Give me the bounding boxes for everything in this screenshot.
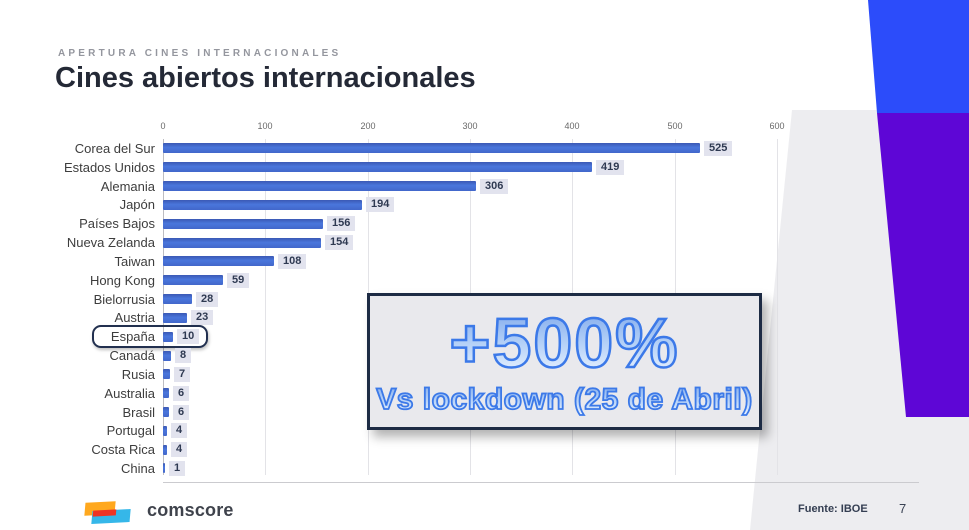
x-axis-line xyxy=(163,482,919,483)
bar-value-label: 156 xyxy=(327,216,356,232)
chart-row: Canadá 8 xyxy=(56,346,936,365)
category-label: Hong Kong xyxy=(89,272,155,288)
bar-value-label: 108 xyxy=(278,253,307,269)
bar xyxy=(163,256,274,267)
slide-eyebrow: APERTURA CINES INTERNACIONALES xyxy=(58,48,342,59)
callout-headline: +500% xyxy=(448,303,680,382)
page-title: Cines abiertos internacionales xyxy=(55,62,476,94)
category-label: Taiwan xyxy=(114,253,155,269)
bar-value-label: 7 xyxy=(174,366,191,382)
chart-row: Costa Rica 4 xyxy=(56,440,936,459)
category-label: Canadá xyxy=(109,348,155,364)
bar xyxy=(163,425,167,436)
chart-row: Portugal 4 xyxy=(56,421,936,440)
chart-row: España 10 xyxy=(56,325,936,348)
bar-value-label: 306 xyxy=(480,178,509,194)
bar xyxy=(163,143,700,154)
chart-row: Australia 6 xyxy=(56,384,936,403)
bar xyxy=(163,407,169,417)
x-tick-label: 100 xyxy=(257,121,273,131)
category-label: Países Bajos xyxy=(79,216,155,232)
bar xyxy=(163,294,192,305)
category-label: Rusia xyxy=(121,366,155,382)
bar xyxy=(163,331,173,342)
bar-value-label: 10 xyxy=(177,329,200,345)
bar-value-label: 194 xyxy=(366,197,395,213)
bar-value-label: 6 xyxy=(173,404,190,420)
bar xyxy=(163,312,187,323)
category-label: Corea del Sur xyxy=(74,140,155,156)
bar xyxy=(163,237,321,248)
x-tick-label: 600 xyxy=(769,121,785,131)
chart-row: Países Bajos 156 xyxy=(56,214,936,233)
gridline xyxy=(163,139,164,475)
category-label: Brasil xyxy=(122,404,155,420)
gridline xyxy=(265,139,266,475)
bar xyxy=(163,181,476,192)
x-tick-label: 500 xyxy=(667,121,683,131)
bar-value-label: 28 xyxy=(196,291,219,307)
bar xyxy=(163,275,223,286)
bar xyxy=(163,463,165,474)
bar xyxy=(163,369,170,380)
chart-row: Japón 194 xyxy=(56,195,936,214)
category-label: Estados Unidos xyxy=(63,159,155,175)
chart-row: Bielorrusia 28 xyxy=(56,290,936,309)
logo-red-shape xyxy=(92,509,117,517)
bar-value-label: 525 xyxy=(704,140,733,156)
bar xyxy=(163,444,167,455)
bar xyxy=(163,388,169,399)
bar xyxy=(163,199,362,210)
chart-row: Alemania 306 xyxy=(56,177,936,196)
bar-value-label: 4 xyxy=(171,423,188,439)
bar-value-label: 154 xyxy=(325,235,354,251)
category-label: Portugal xyxy=(106,423,155,439)
bar xyxy=(163,218,323,229)
bar-value-label: 6 xyxy=(173,385,190,401)
bar-value-label: 8 xyxy=(175,348,192,364)
x-tick-label: 200 xyxy=(360,121,376,131)
chart-row: China 1 xyxy=(56,459,936,478)
comscore-logo-icon xyxy=(84,501,133,524)
category-label: Costa Rica xyxy=(91,442,155,458)
bar-value-label: 419 xyxy=(596,159,625,175)
callout-box: +500% Vs lockdown (25 de Abril) xyxy=(367,293,762,430)
gridline xyxy=(777,139,778,475)
chart-row: Austria 23 xyxy=(56,308,936,327)
category-label: Australia xyxy=(104,385,155,401)
bar-value-label: 4 xyxy=(171,442,188,458)
chart-row: Rusia 7 xyxy=(56,365,936,384)
category-label: Austria xyxy=(114,310,155,326)
category-label: China xyxy=(121,460,155,476)
chart-row: Brasil 6 xyxy=(56,403,936,422)
chart-row: Nueva Zelanda 154 xyxy=(56,233,936,252)
callout-subline: Vs lockdown (25 de Abril) xyxy=(375,382,753,417)
comscore-wordmark: comscore xyxy=(147,500,234,520)
x-tick-label: 0 xyxy=(160,121,166,131)
bar-value-label: 23 xyxy=(191,310,214,326)
bar xyxy=(163,350,171,361)
category-label: Bielorrusia xyxy=(93,291,155,307)
chart-row: Estados Unidos 419 xyxy=(56,158,936,177)
category-label: Nueva Zelanda xyxy=(66,235,155,251)
category-label: España xyxy=(110,329,155,345)
x-tick-label: 400 xyxy=(564,121,580,131)
bar xyxy=(163,162,592,173)
bar-value-label: 1 xyxy=(169,460,186,476)
chart-row: Corea del Sur 525 xyxy=(56,139,936,158)
source-label: Fuente: IBOE xyxy=(798,503,868,515)
x-axis-ticks: 0 100 200 300 400 500 600 xyxy=(160,121,919,133)
category-label: Japón xyxy=(119,197,155,213)
x-tick-label: 300 xyxy=(462,121,478,131)
chart-row: Hong Kong 59 xyxy=(56,271,936,290)
bar-value-label: 59 xyxy=(227,272,250,288)
chart-row: Taiwan 108 xyxy=(56,252,936,271)
page-number: 7 xyxy=(899,501,907,516)
category-label: Alemania xyxy=(100,178,155,194)
chart-rows: Corea del Sur 525 Estados Unidos 419 Alemani… xyxy=(56,139,936,478)
